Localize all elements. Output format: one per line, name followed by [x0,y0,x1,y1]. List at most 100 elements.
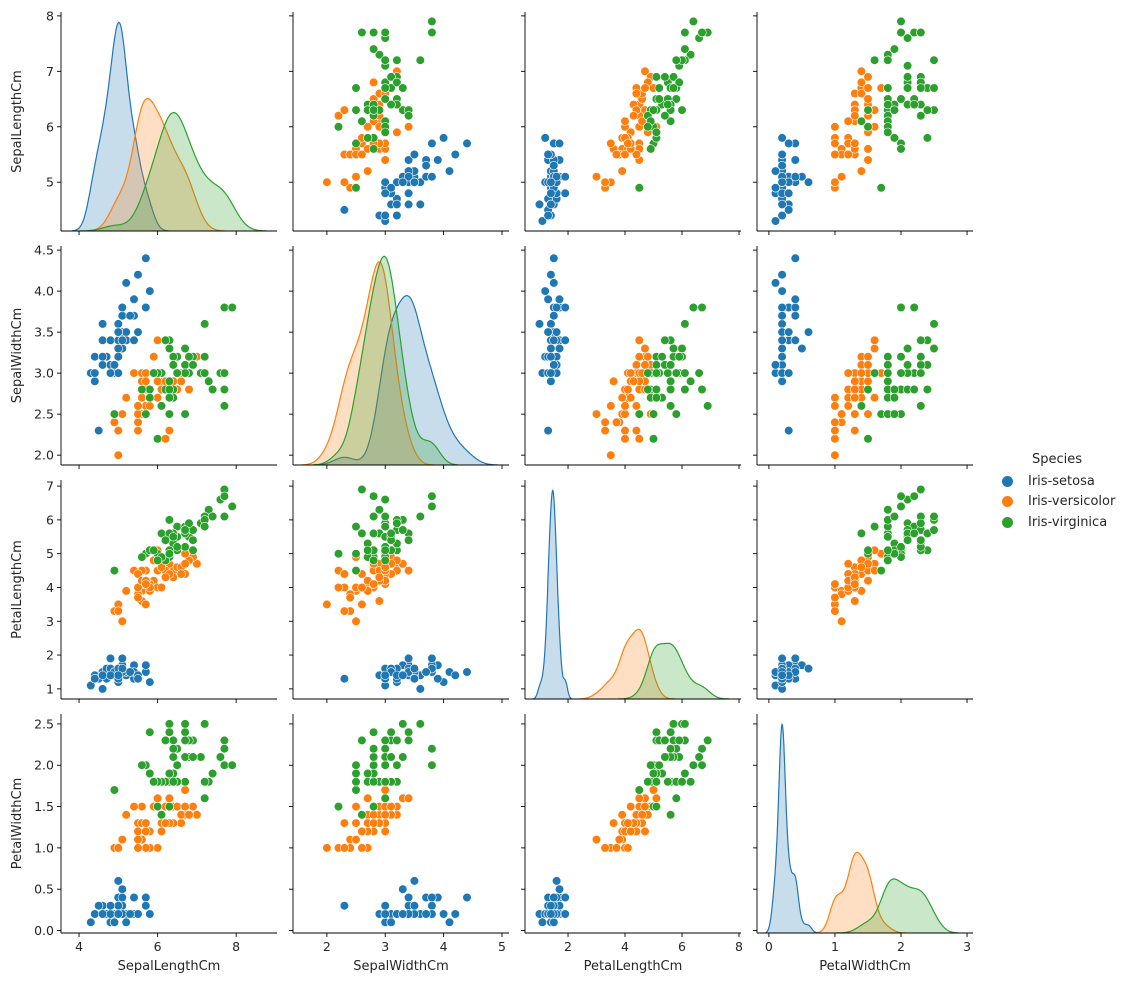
scatter-point [113,352,123,362]
scatter-point [863,545,873,555]
scatter-point [219,368,229,378]
scatter-point [153,843,163,853]
scatter-point [671,55,681,65]
scatter-point [153,793,163,803]
scatter-point [916,111,926,121]
scatter-point [90,368,100,378]
y-tick-label: 4.5 [34,243,54,258]
scatter-point [404,727,414,737]
scatter-point [790,302,800,313]
scatter-point [614,834,624,845]
scatter-point [176,569,186,579]
scatter-point [427,172,437,182]
legend: Species Iris-setosa Iris-versicolor Iris… [995,452,1115,533]
scatter-point [184,810,194,820]
scatter-point [113,319,123,329]
scatter-point [427,138,437,148]
x-tick-label: 2 [897,939,905,954]
scatter-point [883,360,893,370]
scatter-point [777,335,787,345]
scatter-point [339,674,350,684]
scatter-point [896,368,906,378]
scatter-point [916,401,926,411]
scatter-point [404,122,414,132]
scatter-point [654,760,664,770]
scatter-point [551,327,562,337]
scatter-point [386,528,396,539]
panel-SepalWidthCm-vs-SepalWidthCm [289,246,509,469]
scatter-point [648,409,659,419]
panel-body [301,255,498,465]
scatter-point [398,752,408,762]
scatter-point [333,549,344,559]
scatter-point [369,752,379,762]
scatter-point [634,434,644,444]
scatter-point [660,735,670,746]
scatter-point [141,843,151,853]
scatter-point [623,818,633,828]
panel-SepalLengthCm-vs-PetalLengthCm [521,12,741,235]
scatter-point [929,319,939,329]
scatter-point [916,360,926,370]
scatter-point [634,335,644,345]
scatter-point [600,426,610,436]
scatter-point [640,343,650,354]
scatter-point [883,545,893,555]
scatter-point [850,111,860,121]
scatter-point [380,826,390,837]
scatter-point [133,327,143,337]
scatter-point [168,532,178,542]
scatter-point [105,670,116,680]
scatter-point [97,684,108,694]
scatter-point [380,545,390,555]
scatter-point [200,319,210,329]
scatter-point [643,777,653,787]
scatter-point [339,843,350,853]
scatter-point [153,555,163,566]
scatter-point [409,674,420,684]
scatter-point [351,521,361,532]
scatter-point [889,133,900,143]
y-tick-label: 8 [46,8,54,23]
kde-fill [532,490,572,699]
scatter-point [863,360,873,370]
scatter-point [620,434,630,444]
scatter-point [90,909,100,919]
scatter-point [398,670,408,680]
scatter-point [160,434,171,444]
scatter-point [856,116,867,126]
scatter-point [427,744,437,754]
scatter-point [164,393,174,403]
scatter-point [608,818,619,828]
scatter-point [909,384,919,395]
scatter-point [369,491,379,501]
scatter-point [188,801,198,812]
scatter-point [916,335,926,345]
scatter-point [850,426,860,436]
scatter-point [462,138,472,148]
scatter-point [560,188,570,198]
panel-PetalLengthCm-vs-SepalWidthCm [289,480,509,703]
scatter-point [97,360,108,370]
scatter-point [392,735,402,746]
scatter-point [105,653,116,664]
scatter-point [97,352,108,362]
scatter-point [660,752,670,762]
scatter-point [141,901,151,911]
y-tick-label: 1.0 [34,840,54,855]
scatter-point [896,27,906,38]
scatter-point [415,719,425,729]
scatter-point [137,760,147,770]
x-tick-label: 0 [765,939,773,954]
scatter-point [404,111,414,121]
scatter-point [180,559,190,569]
scatter-point [688,16,699,26]
scatter-point [450,149,460,160]
scatter-point [415,684,425,694]
scatter-point [421,667,431,677]
scatter-point [889,511,900,522]
scatter-point [164,549,174,559]
scatter-point [109,409,119,419]
scatter-point [680,384,690,395]
scatter-point [850,409,860,419]
